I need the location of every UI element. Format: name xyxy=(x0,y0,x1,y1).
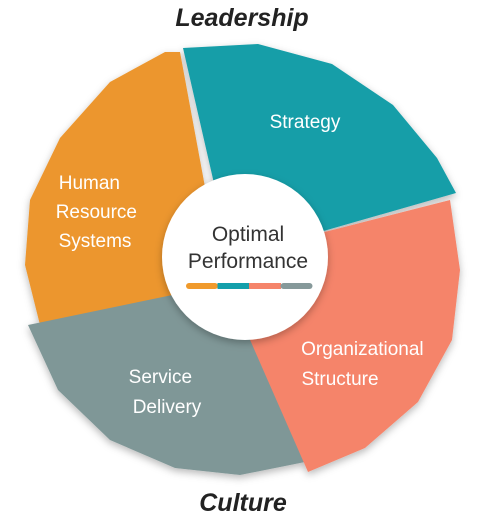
center-label-line1: Optimal xyxy=(212,223,284,246)
leadership-heading: Leadership xyxy=(175,4,308,32)
segment-label-strategy: Strategy xyxy=(270,112,341,133)
segment-label-line: Organizational xyxy=(301,339,424,360)
center-bar-segment xyxy=(280,283,313,289)
center-bar-segment xyxy=(249,283,281,289)
segment-label-organizational-structure: Organizational Structure xyxy=(301,339,429,390)
center-circle xyxy=(162,174,328,340)
center-label-line2: Performance xyxy=(188,250,308,273)
segment-label-line: Resource xyxy=(56,202,137,223)
segment-label-line: Structure xyxy=(301,369,378,390)
segment-label-line: Systems xyxy=(59,231,132,252)
culture-heading: Culture xyxy=(199,489,287,517)
segment-label-human-resource-systems: Human Resource Systems xyxy=(56,173,143,252)
segment-label-service-delivery: Service Delivery xyxy=(129,367,202,418)
segment-labels: Strategy Organizational Structure Servic… xyxy=(56,112,429,418)
segment-label-line: Service xyxy=(129,367,192,388)
segment-label-line: Delivery xyxy=(133,397,202,418)
center-bar-segment xyxy=(217,283,250,289)
center-color-bar xyxy=(186,283,313,289)
segment-label-line: Human xyxy=(59,173,120,194)
segment-label-line: Strategy xyxy=(270,112,341,133)
center-hub: Optimal Performance xyxy=(162,174,328,340)
center-bar-segment xyxy=(186,283,218,289)
